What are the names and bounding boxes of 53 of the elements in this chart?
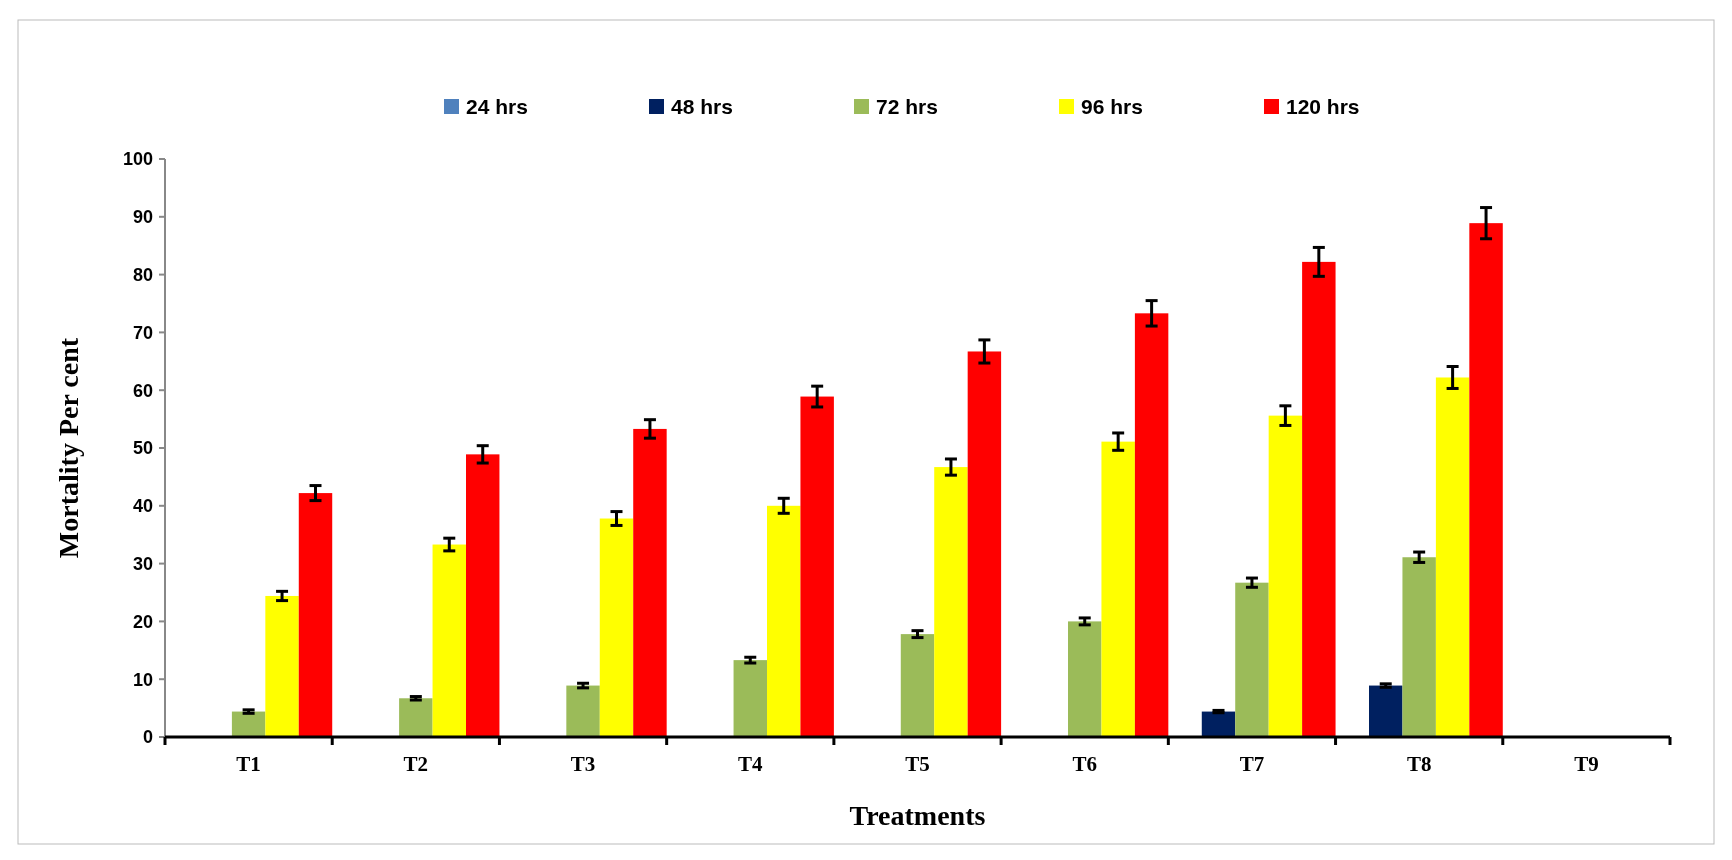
bar — [1235, 582, 1269, 737]
y-tick-label: 0 — [142, 727, 153, 748]
legend-label: 24 hrs — [466, 95, 528, 119]
bar — [900, 634, 935, 737]
y-tick-label: 40 — [132, 496, 153, 517]
y-tick-label: 50 — [132, 438, 153, 459]
x-tick-label: T9 — [1574, 752, 1599, 776]
x-tick-label: T3 — [570, 752, 596, 776]
bar — [1302, 261, 1336, 737]
bar — [1369, 685, 1403, 737]
bar — [265, 595, 299, 737]
bar — [298, 493, 333, 737]
bar — [733, 660, 767, 737]
y-axis-title: Mortality Per cent — [53, 337, 84, 559]
bar — [599, 518, 634, 737]
y-tick-label: 10 — [132, 669, 153, 690]
y-tick-label: 30 — [132, 553, 153, 574]
bar — [466, 454, 500, 737]
x-tick-label: T7 — [1239, 752, 1265, 776]
legend-label: 72 hrs — [876, 95, 938, 119]
bar — [1469, 223, 1503, 737]
x-tick-label: T5 — [905, 752, 930, 776]
x-tick-label: T2 — [403, 752, 429, 776]
x-tick-label: T6 — [1072, 752, 1097, 776]
y-tick-label: 80 — [132, 264, 153, 285]
bar — [1101, 441, 1135, 737]
bar — [566, 685, 600, 737]
bar — [432, 544, 466, 737]
y-tick-label: 60 — [132, 380, 153, 401]
bar — [1435, 377, 1470, 737]
legend-label: 120 hrs — [1286, 95, 1360, 119]
x-tick-label: T8 — [1406, 752, 1432, 776]
y-tick-label: 90 — [132, 207, 153, 228]
bar — [231, 711, 266, 737]
bar — [800, 396, 834, 737]
x-tick-label: T1 — [236, 752, 261, 776]
legend-label: 48 hrs — [671, 95, 733, 119]
bar — [1201, 711, 1236, 737]
legend-label: 96 hrs — [1081, 95, 1143, 119]
bar — [399, 698, 433, 737]
y-tick-label: 70 — [132, 322, 153, 343]
x-tick-label: T4 — [738, 752, 764, 776]
y-tick-label: 100 — [122, 149, 153, 170]
bar — [934, 467, 968, 737]
bar — [633, 428, 667, 737]
bar — [1268, 415, 1303, 737]
y-tick-label: 20 — [132, 611, 153, 632]
bar — [1134, 313, 1169, 737]
bar — [1402, 557, 1436, 737]
bar — [1068, 621, 1102, 737]
bar — [767, 505, 801, 737]
x-axis-title: Treatments — [849, 800, 986, 831]
bar — [967, 351, 1002, 737]
